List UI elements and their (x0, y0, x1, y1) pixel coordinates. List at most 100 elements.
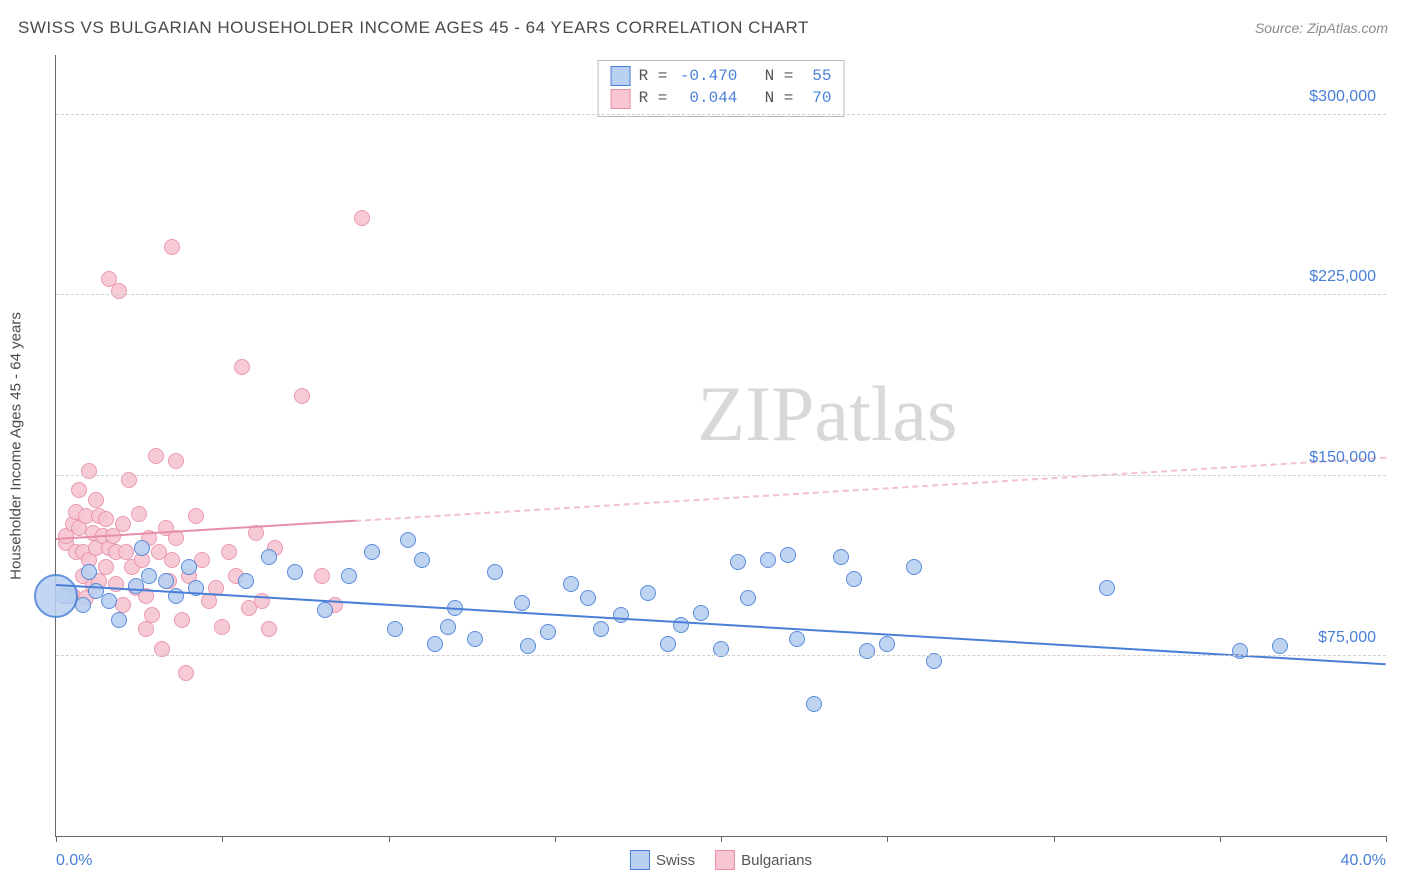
scatter-point (115, 516, 131, 532)
scatter-point (906, 559, 922, 575)
scatter-point (400, 532, 416, 548)
scatter-point (806, 696, 822, 712)
scatter-point (520, 638, 536, 654)
scatter-point (487, 564, 503, 580)
source-attribution: Source: ZipAtlas.com (1255, 20, 1388, 36)
scatter-point (780, 547, 796, 563)
scatter-point (138, 621, 154, 637)
legend-label: Bulgarians (741, 852, 812, 869)
y-tick-label: $300,000 (1309, 88, 1376, 106)
scatter-point (317, 602, 333, 618)
scatter-point (144, 607, 160, 623)
x-axis-max-label: 40.0% (1341, 852, 1386, 870)
scatter-point (427, 636, 443, 652)
scatter-point (238, 573, 254, 589)
stat-r-value: 0.044 (675, 87, 737, 109)
scatter-point (593, 621, 609, 637)
legend-swatch (611, 89, 631, 109)
scatter-point (81, 463, 97, 479)
gridline (56, 294, 1386, 295)
scatter-point (164, 552, 180, 568)
scatter-point (789, 631, 805, 647)
series-legend: Swiss Bulgarians (630, 850, 812, 870)
scatter-point (440, 619, 456, 635)
scatter-point (131, 506, 147, 522)
x-tick (1054, 836, 1055, 842)
stat-n-value: 70 (801, 87, 831, 109)
scatter-point (740, 590, 756, 606)
scatter-point (341, 568, 357, 584)
legend-item: Bulgarians (715, 850, 812, 870)
scatter-point (833, 549, 849, 565)
scatter-point (261, 621, 277, 637)
gridline (56, 475, 1386, 476)
y-axis-label: Householder Income Ages 45 - 64 years (8, 312, 25, 580)
scatter-point (134, 540, 150, 556)
scatter-point (101, 593, 117, 609)
scatter-point (563, 576, 579, 592)
x-tick (56, 836, 57, 842)
legend-item: Swiss (630, 850, 695, 870)
scatter-point (98, 511, 114, 527)
scatter-point (81, 564, 97, 580)
scatter-point (148, 448, 164, 464)
stats-legend-box: R =-0.470 N =55R =0.044 N =70 (598, 60, 845, 117)
scatter-point (71, 482, 87, 498)
scatter-point (1272, 638, 1288, 654)
chart-title: SWISS VS BULGARIAN HOUSEHOLDER INCOME AG… (18, 18, 809, 38)
scatter-point (294, 388, 310, 404)
x-tick (389, 836, 390, 842)
scatter-point (364, 544, 380, 560)
scatter-plot (56, 55, 1386, 836)
scatter-point (613, 607, 629, 623)
scatter-point (673, 617, 689, 633)
scatter-point (1099, 580, 1115, 596)
x-tick (721, 836, 722, 842)
scatter-point (98, 559, 114, 575)
scatter-point (174, 612, 190, 628)
scatter-point-large (34, 574, 78, 618)
scatter-point (414, 552, 430, 568)
x-tick (222, 836, 223, 842)
scatter-point (214, 619, 230, 635)
scatter-point (261, 549, 277, 565)
x-tick (1220, 836, 1221, 842)
scatter-point (467, 631, 483, 647)
scatter-point (540, 624, 556, 640)
stat-n-value: 55 (801, 65, 831, 87)
scatter-point (164, 239, 180, 255)
scatter-point (141, 568, 157, 584)
scatter-point (879, 636, 895, 652)
scatter-point (660, 636, 676, 652)
gridline (56, 655, 1386, 656)
scatter-point (640, 585, 656, 601)
y-tick-label: $150,000 (1309, 449, 1376, 467)
scatter-point (846, 571, 862, 587)
stat-r-value: -0.470 (675, 65, 737, 87)
scatter-point (287, 564, 303, 580)
scatter-point (178, 665, 194, 681)
scatter-point (580, 590, 596, 606)
scatter-point (158, 573, 174, 589)
y-tick-label: $75,000 (1318, 629, 1376, 647)
trend-line (355, 456, 1386, 521)
scatter-point (188, 508, 204, 524)
x-tick (1386, 836, 1387, 842)
stats-row: R =0.044 N =70 (611, 87, 832, 109)
scatter-point (314, 568, 330, 584)
scatter-point (181, 559, 197, 575)
scatter-point (111, 612, 127, 628)
y-tick-label: $225,000 (1309, 268, 1376, 286)
stats-row: R =-0.470 N =55 (611, 65, 832, 87)
stat-label: R = (639, 87, 668, 109)
scatter-point (168, 453, 184, 469)
legend-swatch (611, 66, 631, 86)
scatter-point (221, 544, 237, 560)
x-tick (887, 836, 888, 842)
scatter-point (693, 605, 709, 621)
x-tick (555, 836, 556, 842)
scatter-point (234, 359, 250, 375)
scatter-point (354, 210, 370, 226)
legend-swatch (630, 850, 650, 870)
stat-label: R = (639, 65, 668, 87)
